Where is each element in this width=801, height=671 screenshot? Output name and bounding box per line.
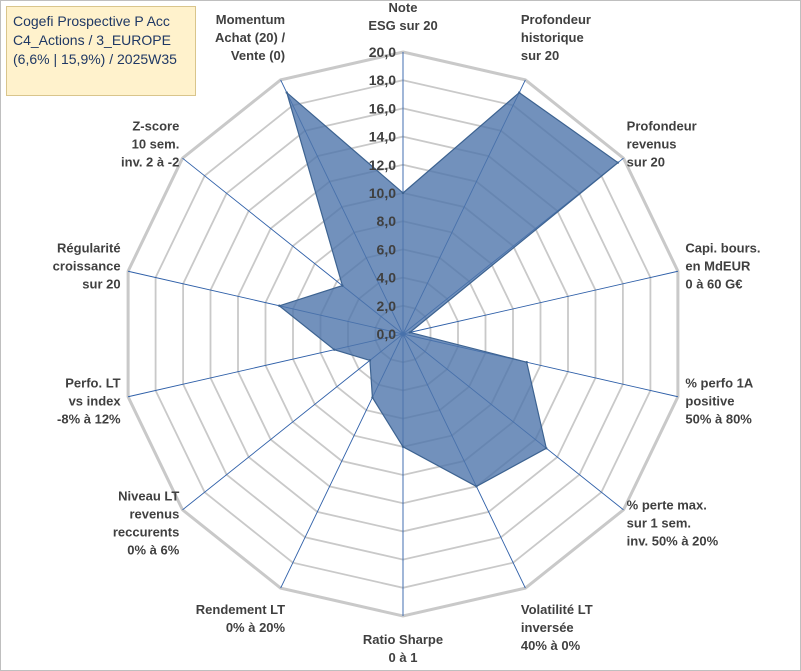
- axis-label-0-line-1: ESG sur 20: [368, 18, 437, 33]
- axis-label-7: Ratio Sharpe 0 à 1: [363, 632, 443, 665]
- title-box: Cogefi Prospective P Acc C4_Actions / 3_…: [6, 6, 196, 96]
- data-point-6: [475, 485, 478, 488]
- axis-label-10-line-0: Perfo. LT: [65, 376, 120, 391]
- axis-label-2-line-2: sur 20: [627, 154, 665, 169]
- axis-label-1: Profondeur historique sur 20: [521, 12, 591, 63]
- data-point-1: [518, 91, 521, 94]
- axis-label-11-line-0: Régularité: [57, 240, 121, 255]
- tick-label-10: 20,0: [369, 44, 396, 60]
- axis-label-13-line-2: Vente (0): [231, 48, 285, 63]
- axis-label-3: Capi. bours. en MdEUR 0 à 60 G€: [685, 240, 760, 291]
- axis-label-1-line-1: historique: [521, 30, 584, 45]
- axis-label-5: % perte max. sur 1 sem. inv. 50% à 20%: [627, 498, 719, 549]
- axis-label-3-line-0: Capi. bours.: [685, 240, 760, 255]
- axis-label-8-line-1: 0% à 20%: [226, 620, 286, 635]
- axis-label-13-line-0: Momentum: [216, 12, 285, 27]
- data-point-2: [616, 161, 620, 164]
- axis-label-11-line-1: croissance: [53, 258, 121, 273]
- axis-label-3-line-2: 0 à 60 G€: [685, 276, 742, 291]
- axis-label-1-line-0: Profondeur: [521, 12, 591, 27]
- data-point-10: [333, 348, 336, 351]
- tick-label-1: 2,0: [377, 298, 397, 314]
- axis-label-5-line-2: inv. 50% à 20%: [627, 534, 719, 549]
- spoke-9: [182, 333, 404, 511]
- spoke-3: [402, 270, 679, 335]
- axis-label-12-line-0: Z-score: [132, 118, 179, 133]
- data-point-5: [545, 447, 548, 450]
- data-point-12: [341, 284, 344, 287]
- axis-label-9: Niveau LT revenus reccurents 0% à 6%: [113, 489, 180, 558]
- axis-label-12-line-1: 10 sem.: [132, 136, 180, 151]
- data-point-11: [278, 304, 281, 307]
- axis-label-2-line-0: Profondeur: [627, 118, 697, 133]
- axis-label-2: Profondeur revenus sur 20: [627, 118, 697, 169]
- axis-label-10-line-1: vs index: [69, 394, 122, 409]
- data-point-7: [401, 445, 405, 448]
- axis-label-6-line-1: inversée: [521, 620, 574, 635]
- title-line-2: C4_Actions / 3_EUROPE: [13, 32, 171, 48]
- axis-label-13-line-1: Achat (20) /: [215, 30, 285, 45]
- tick-label-5: 10,0: [369, 185, 396, 201]
- series-area-0: [278, 90, 619, 488]
- title-line-3: (6,6% | 15,9%) / 2025W35: [13, 51, 177, 67]
- axis-label-13: Momentum Achat (20) / Vente (0): [215, 12, 285, 63]
- axis-label-12: Z-score 10 sem. inv. 2 à -2: [121, 118, 179, 169]
- tick-label-4: 8,0: [377, 213, 397, 229]
- axis-label-11-line-2: sur 20: [82, 276, 120, 291]
- data-point-9: [368, 359, 372, 362]
- axis-label-6-line-0: Volatilité LT: [521, 602, 593, 617]
- axis-label-1-line-2: sur 20: [521, 48, 559, 63]
- axis-label-12-line-2: inv. 2 à -2: [121, 154, 179, 169]
- axis-label-2-line-1: revenus: [627, 136, 677, 151]
- axis-label-9-line-3: 0% à 6%: [127, 543, 179, 558]
- axis-label-9-line-1: revenus: [129, 507, 179, 522]
- axis-label-7-line-0: Ratio Sharpe: [363, 632, 443, 647]
- tick-label-2: 4,0: [377, 270, 397, 286]
- tick-label-6: 12,0: [369, 157, 396, 173]
- axis-label-6-line-2: 40% à 0%: [521, 638, 581, 653]
- data-point-4: [525, 361, 528, 364]
- tick-label-0: 0,0: [377, 326, 397, 342]
- data-point-8: [371, 396, 374, 399]
- axis-label-7-line-1: 0 à 1: [389, 650, 418, 665]
- tick-label-9: 18,0: [369, 72, 396, 88]
- axis-label-0-line-0: Note: [389, 0, 418, 15]
- tick-label-8: 16,0: [369, 100, 396, 116]
- axis-label-5-line-1: sur 1 sem.: [627, 516, 691, 531]
- data-point-3: [408, 331, 412, 334]
- tick-label-7: 14,0: [369, 129, 396, 145]
- axis-label-11: Régularité croissance sur 20: [53, 240, 121, 291]
- axis-label-9-line-2: reccurents: [113, 525, 179, 540]
- tick-label-3: 6,0: [377, 241, 397, 257]
- data-point-13: [285, 91, 288, 94]
- axis-label-5-line-0: % perte max.: [627, 498, 707, 513]
- axis-label-6: Volatilité LT inversée 40% à 0%: [521, 602, 593, 653]
- axis-label-10: Perfo. LT vs index -8% à 12%: [57, 376, 121, 427]
- axis-label-9-line-0: Niveau LT: [118, 489, 179, 504]
- axis-label-4: % perfo 1A positive 50% à 80%: [685, 376, 754, 427]
- data-point-0: [401, 191, 405, 195]
- axis-label-8: Rendement LT 0% à 20%: [196, 602, 286, 635]
- axis-label-0: Note ESG sur 20: [368, 0, 437, 33]
- axis-label-8-line-0: Rendement LT: [196, 602, 285, 617]
- axis-label-4-line-2: 50% à 80%: [685, 412, 752, 427]
- axis-label-4-line-0: % perfo 1A: [685, 376, 754, 391]
- axis-label-4-line-1: positive: [685, 394, 734, 409]
- axis-label-10-line-2: -8% à 12%: [57, 412, 121, 427]
- title-line-1: Cogefi Prospective P Acc: [13, 13, 170, 29]
- axis-label-3-line-1: en MdEUR: [685, 258, 751, 273]
